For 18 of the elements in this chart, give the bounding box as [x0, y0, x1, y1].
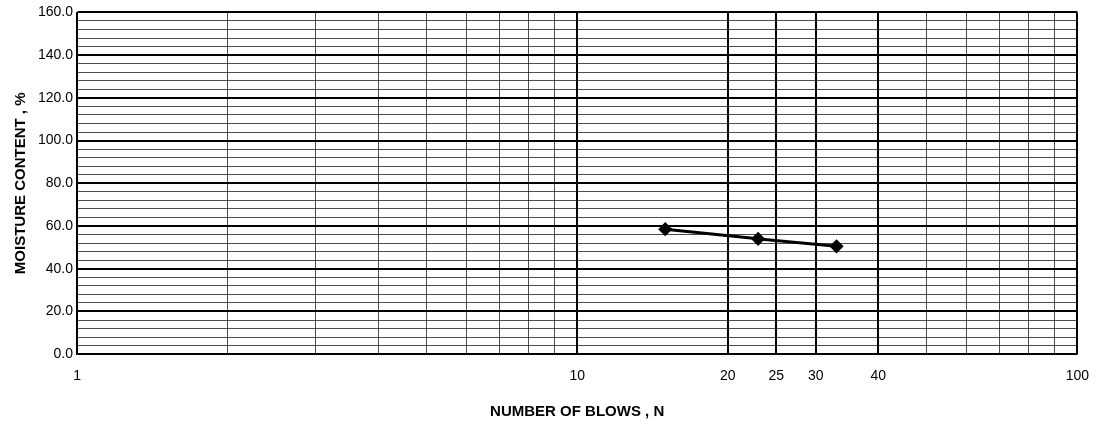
x-tick-label: 100 [1065, 367, 1090, 384]
y-tick-label: 100.0 [37, 131, 74, 148]
y-tick-label: 160.0 [37, 3, 74, 20]
x-axis-title: NUMBER OF BLOWS , N [490, 402, 665, 420]
y-tick-label: 120.0 [37, 88, 74, 105]
y-tick-label: 0.0 [53, 345, 74, 362]
y-tick-label: 40.0 [45, 259, 74, 276]
y-tick-label: 80.0 [45, 174, 74, 191]
y-tick-label: 20.0 [45, 302, 74, 319]
x-tick-label: 25 [768, 367, 785, 384]
y-axis-title: MOISTURE CONTENT , % [11, 92, 29, 275]
x-tick-label: 1 [73, 367, 82, 384]
y-tick-label: 60.0 [45, 216, 74, 233]
x-tick-label: 30 [808, 367, 824, 384]
x-tick-label: 40 [870, 367, 887, 384]
x-tick-label: 10 [569, 367, 586, 384]
y-tick-label: 140.0 [37, 45, 74, 62]
x-tick-label: 20 [719, 367, 736, 384]
